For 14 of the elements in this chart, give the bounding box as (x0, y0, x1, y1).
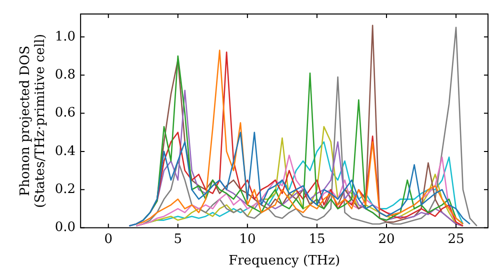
y-tick-label: 0.0 (54, 220, 76, 236)
x-axis-title: Frequency (THz) (228, 254, 340, 269)
x-tick-label: 25 (448, 232, 464, 247)
y-tick-label: 0.6 (54, 106, 76, 121)
y-tick-label: 1.0 (54, 29, 76, 44)
x-tick-label: 15 (308, 232, 326, 247)
y-axis-title: Phonon projected DOS (States/THz·primitive cell) (18, 34, 48, 208)
x-tick-label: 5 (174, 232, 182, 247)
y-tick-label: 0.4 (54, 144, 76, 159)
x-tick-label: 0 (104, 232, 113, 247)
x-tick-label: 10 (239, 232, 256, 247)
y-tick-label: 0.2 (54, 182, 76, 197)
y-tick-label: 0.8 (54, 67, 76, 82)
x-tick-label: 20 (378, 232, 395, 247)
